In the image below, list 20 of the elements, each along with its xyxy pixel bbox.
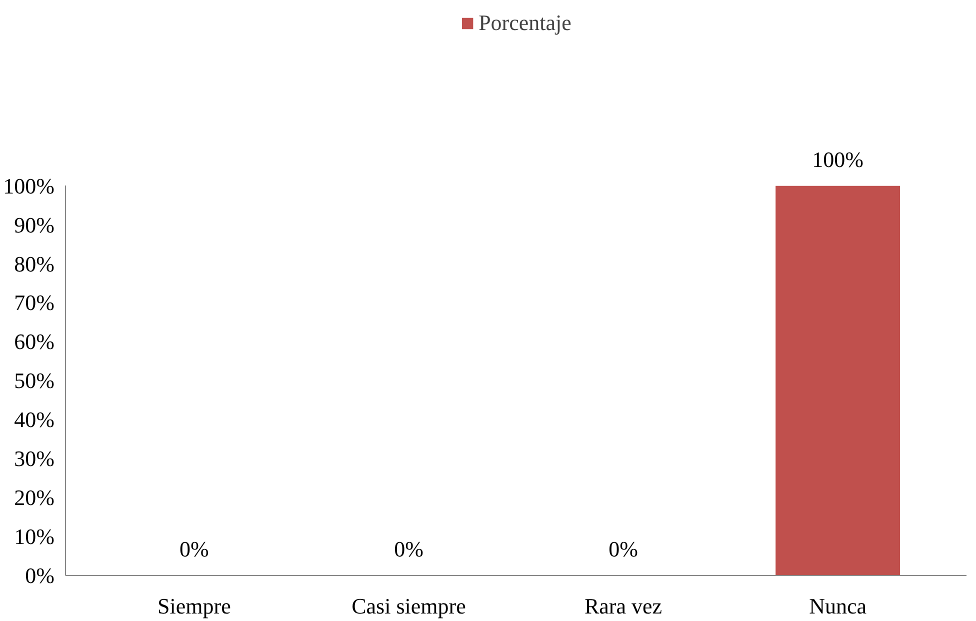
text: 100% — [812, 146, 864, 172]
x-tick-label: Rara vez — [584, 594, 662, 618]
y-tick-label: 30% — [14, 446, 54, 472]
text: 0% — [608, 536, 638, 562]
y-tick-label: 10% — [14, 524, 54, 550]
y-tick-label: 70% — [14, 290, 54, 316]
x-tick-label: Siempre — [158, 594, 231, 618]
text: 0% — [180, 536, 209, 562]
y-tick-label: 80% — [14, 251, 54, 276]
text: 0% — [394, 536, 424, 562]
legend-label: Porcentaje — [478, 10, 572, 36]
y-tick-label: 20% — [14, 485, 54, 510]
x-tick-label: Casi siempre — [352, 594, 466, 618]
y-tick-label: 0% — [25, 563, 54, 588]
y-tick-label: 90% — [14, 212, 54, 238]
y-tick-label: 40% — [14, 407, 54, 432]
y-tick-label: 60% — [14, 329, 54, 354]
x-tick-label: Nunca — [809, 594, 867, 618]
y-tick-label: 100% — [3, 173, 54, 198]
y-tick-label: 50% — [14, 368, 54, 394]
